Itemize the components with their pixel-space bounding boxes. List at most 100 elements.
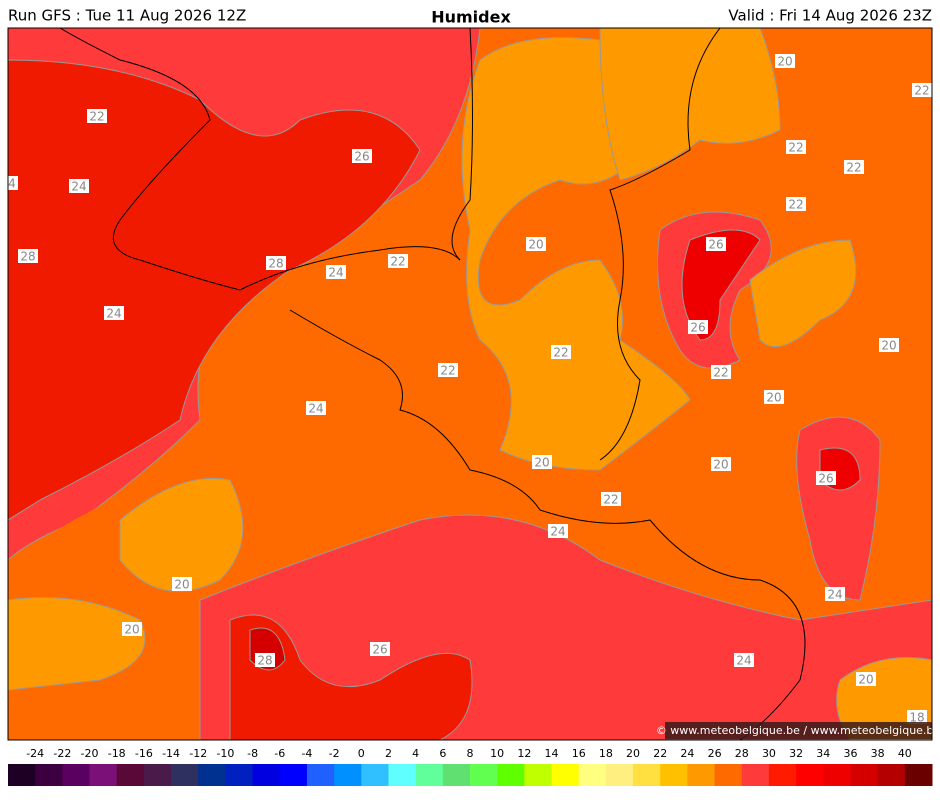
field-zone bbox=[119, 477, 244, 592]
color-swatch bbox=[714, 764, 743, 786]
colorbar-label: -12 bbox=[189, 747, 207, 760]
color-swatch bbox=[578, 764, 607, 786]
field-zone bbox=[8, 597, 146, 691]
colorbar-label: 26 bbox=[708, 747, 722, 760]
valid-label: Valid : Fri 14 Aug 2026 23Z bbox=[728, 7, 932, 25]
color-swatch bbox=[198, 764, 226, 786]
color-swatch bbox=[850, 764, 879, 786]
contour-label-bg bbox=[879, 338, 899, 352]
colorbar-label: 6 bbox=[439, 747, 446, 760]
contour-label: 26 bbox=[372, 643, 387, 657]
colorbar-label: -16 bbox=[135, 747, 153, 760]
contour-label-bg bbox=[438, 363, 458, 377]
contour-label-bg bbox=[255, 653, 275, 667]
contour-label: 24 bbox=[308, 402, 323, 416]
field-zone bbox=[8, 317, 320, 640]
colorbar-label: 38 bbox=[871, 747, 885, 760]
contour-label: 20 bbox=[858, 673, 873, 687]
contour-label-bg bbox=[912, 83, 932, 97]
color-swatch bbox=[877, 764, 906, 786]
color-swatch bbox=[687, 764, 716, 786]
colorbar-label: -22 bbox=[53, 747, 71, 760]
contour-label-bg bbox=[825, 587, 845, 601]
contour-label: 22 bbox=[788, 141, 803, 155]
field-zone bbox=[599, 28, 781, 181]
color-swatch bbox=[768, 764, 797, 786]
contour-label-bg bbox=[352, 149, 372, 163]
colorbar-label: -14 bbox=[162, 747, 180, 760]
color-swatch bbox=[524, 764, 553, 786]
contour-label-bg bbox=[711, 365, 731, 379]
color-swatch bbox=[116, 764, 145, 786]
contour-label-bg bbox=[122, 622, 142, 636]
contour-label-bg bbox=[8, 176, 18, 190]
colorbar-label: 14 bbox=[545, 747, 559, 760]
contour-label-bg bbox=[548, 524, 568, 538]
contour-label: 24 bbox=[106, 307, 121, 321]
color-swatch bbox=[796, 764, 824, 786]
colorbar-label: 16 bbox=[572, 747, 586, 760]
contour-label: 20 bbox=[881, 339, 896, 353]
colorbar-label: 28 bbox=[735, 747, 749, 760]
map-title: Humidex bbox=[431, 8, 511, 27]
colorbar-label: -2 bbox=[329, 747, 340, 760]
colorbar: -24 -22 -20 -18 -16 -14 -12 -10 -8 -6 -4 -2 0 2 4 6 8 10 1… bbox=[8, 747, 933, 786]
contour-label: 22 bbox=[846, 161, 861, 175]
color-swatch bbox=[442, 764, 471, 786]
contour-label-bg bbox=[786, 140, 806, 154]
colorbar-label: 4 bbox=[412, 747, 419, 760]
color-swatch bbox=[279, 764, 308, 786]
contour-label-bg bbox=[388, 254, 408, 268]
contour-label: 24 bbox=[736, 654, 751, 668]
colorbar-label: -18 bbox=[108, 747, 126, 760]
contour-label: 20 bbox=[534, 456, 549, 470]
contour-label-bg bbox=[775, 54, 795, 68]
colorbar-label: 2 bbox=[385, 747, 392, 760]
color-swatch bbox=[904, 764, 933, 786]
contour-label-bg bbox=[326, 265, 346, 279]
field-zone bbox=[796, 416, 881, 601]
color-swatch bbox=[143, 764, 172, 786]
contour-label-bg bbox=[816, 471, 836, 485]
color-swatch bbox=[551, 764, 580, 786]
color-swatch bbox=[497, 764, 525, 786]
colorbar-label: 12 bbox=[517, 747, 531, 760]
contour-label-bg bbox=[69, 179, 89, 193]
color-swatch bbox=[62, 764, 91, 786]
contour-label: 26 bbox=[354, 150, 369, 164]
contour-label: 26 bbox=[818, 472, 833, 486]
contour-label-bg bbox=[601, 492, 621, 506]
colorbar-label: -24 bbox=[26, 747, 44, 760]
contour-label: 22 bbox=[788, 198, 803, 212]
color-swatch bbox=[388, 764, 417, 786]
colorbar-label: -20 bbox=[81, 747, 99, 760]
contour-label: 24 bbox=[328, 266, 343, 280]
color-swatch bbox=[660, 764, 688, 786]
contour-label: 26 bbox=[690, 321, 705, 335]
color-swatch bbox=[35, 764, 63, 786]
contour-label: 4 bbox=[8, 177, 16, 191]
color-swatch bbox=[8, 764, 36, 786]
contour-label: 26 bbox=[708, 238, 723, 252]
contour-label: 28 bbox=[257, 654, 272, 668]
contour-label: 28 bbox=[268, 257, 283, 271]
contour-label-bg bbox=[844, 160, 864, 174]
contour-label: 22 bbox=[914, 84, 929, 98]
colorbar-label: 0 bbox=[358, 747, 365, 760]
field-zone bbox=[681, 229, 761, 341]
contour-label: 18 bbox=[909, 711, 924, 725]
contour-label-bg bbox=[526, 237, 546, 251]
colorbar-label: -8 bbox=[247, 747, 258, 760]
color-swatch bbox=[252, 764, 281, 786]
copyright: © www.meteobelgique.be / www.meteobelgiq… bbox=[656, 724, 940, 737]
contour-label-bg bbox=[764, 390, 784, 404]
contour-label-bg bbox=[18, 249, 38, 263]
field-zone bbox=[749, 239, 857, 348]
contour-label-bg bbox=[706, 237, 726, 251]
colorbar-label: 32 bbox=[789, 747, 803, 760]
color-swatch bbox=[171, 764, 199, 786]
colorbar-label: 22 bbox=[653, 747, 667, 760]
border-line bbox=[451, 28, 721, 461]
